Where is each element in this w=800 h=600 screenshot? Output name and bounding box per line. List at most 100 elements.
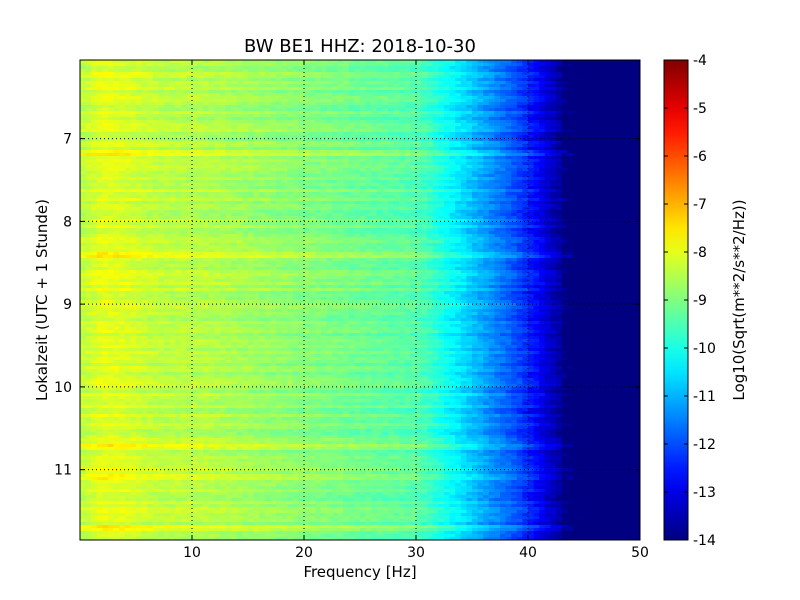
heatmap-cell <box>556 69 563 73</box>
heatmap-cell <box>544 63 551 67</box>
heatmap-cell <box>315 114 322 118</box>
heatmap-cell <box>572 87 579 91</box>
heatmap-cell <box>309 60 316 64</box>
heatmap-cell <box>561 93 568 97</box>
heatmap-cell <box>628 72 635 76</box>
heatmap-cell <box>410 108 417 112</box>
heatmap-cell <box>231 102 238 106</box>
heatmap-cell <box>623 90 630 94</box>
heatmap-cell <box>281 66 288 70</box>
heatmap-cell <box>483 102 490 106</box>
heatmap-cell <box>393 90 400 94</box>
heatmap-cell <box>376 81 383 85</box>
heatmap-cell <box>550 78 557 82</box>
heatmap-cell <box>108 78 115 82</box>
heatmap-cell <box>309 114 316 118</box>
heatmap-cell <box>432 111 439 115</box>
heatmap-cell <box>332 111 339 115</box>
heatmap-cell <box>141 81 148 85</box>
heatmap-cell <box>152 69 159 73</box>
heatmap-cell <box>141 63 148 67</box>
heatmap-cell <box>533 63 540 67</box>
heatmap-cell <box>528 72 535 76</box>
heatmap-cell <box>270 111 277 115</box>
heatmap-cell <box>91 87 98 91</box>
heatmap-cell <box>124 60 131 64</box>
heatmap-cell <box>231 117 238 121</box>
heatmap-cell <box>85 90 92 94</box>
heatmap-cell <box>186 108 193 112</box>
heatmap-cell <box>382 99 389 103</box>
heatmap-cell <box>455 111 462 115</box>
heatmap-cell <box>354 96 361 100</box>
heatmap-cell <box>287 96 294 100</box>
heatmap-cell <box>460 114 467 118</box>
heatmap-cell <box>169 72 176 76</box>
heatmap-cell <box>169 102 176 106</box>
heatmap-cell <box>522 96 529 100</box>
heatmap-cell <box>567 66 574 70</box>
heatmap-cell <box>102 99 109 103</box>
heatmap-cell <box>225 78 232 82</box>
heatmap-cell <box>152 108 159 112</box>
heatmap-cell <box>287 75 294 79</box>
heatmap-cell <box>169 78 176 82</box>
heatmap-cell <box>253 72 260 76</box>
heatmap-cell <box>460 96 467 100</box>
heatmap-cell <box>119 99 126 103</box>
chart-title: BW BE1 HHZ: 2018-10-30 <box>244 36 476 57</box>
heatmap-cell <box>483 96 490 100</box>
heatmap-cell <box>220 63 227 67</box>
heatmap-cell <box>404 81 411 85</box>
heatmap-cell <box>315 96 322 100</box>
heatmap-cell <box>270 81 277 85</box>
heatmap-cell <box>466 63 473 67</box>
heatmap-cell <box>337 66 344 70</box>
heatmap-cell <box>404 90 411 94</box>
heatmap-cell <box>337 72 344 76</box>
heatmap-cell <box>292 114 299 118</box>
heatmap-cell <box>410 84 417 88</box>
heatmap-cell <box>595 78 602 82</box>
heatmap-cell <box>264 69 271 73</box>
heatmap-cell <box>578 96 585 100</box>
heatmap-cell <box>320 81 327 85</box>
heatmap-cell <box>91 72 98 76</box>
heatmap-cell <box>315 111 322 115</box>
heatmap-cell <box>220 108 227 112</box>
heatmap-cell <box>337 75 344 79</box>
heatmap-cell <box>634 96 640 100</box>
heatmap-cell <box>472 108 479 112</box>
heatmap-cell <box>147 69 154 73</box>
heatmap-cell <box>399 96 406 100</box>
heatmap-cell <box>225 87 232 91</box>
heatmap-cell <box>505 63 512 67</box>
heatmap-cell <box>399 69 406 73</box>
heatmap-cell <box>80 75 87 79</box>
heatmap-cell <box>337 81 344 85</box>
heatmap-cell <box>416 66 423 70</box>
heatmap-cell <box>203 84 210 88</box>
heatmap-cell <box>175 60 182 64</box>
heatmap-cell <box>472 96 479 100</box>
heatmap-cell <box>225 60 232 64</box>
heatmap-cell <box>348 69 355 73</box>
heatmap-cell <box>231 72 238 76</box>
heatmap-cell <box>500 90 507 94</box>
heatmap-cell <box>404 105 411 109</box>
heatmap-cell <box>203 66 210 70</box>
heatmap-cell <box>102 81 109 85</box>
heatmap-cell <box>124 90 131 94</box>
heatmap-cell <box>292 87 299 91</box>
heatmap-cell <box>292 78 299 82</box>
heatmap-cell <box>197 78 204 82</box>
heatmap-cell <box>315 84 322 88</box>
heatmap-cell <box>634 90 640 94</box>
heatmap-cell <box>578 87 585 91</box>
heatmap-cell <box>186 69 193 73</box>
heatmap-cell <box>304 84 311 88</box>
heatmap-cell <box>248 69 255 73</box>
heatmap-cell <box>343 90 350 94</box>
heatmap-cell <box>634 93 640 97</box>
heatmap-cell <box>511 90 518 94</box>
